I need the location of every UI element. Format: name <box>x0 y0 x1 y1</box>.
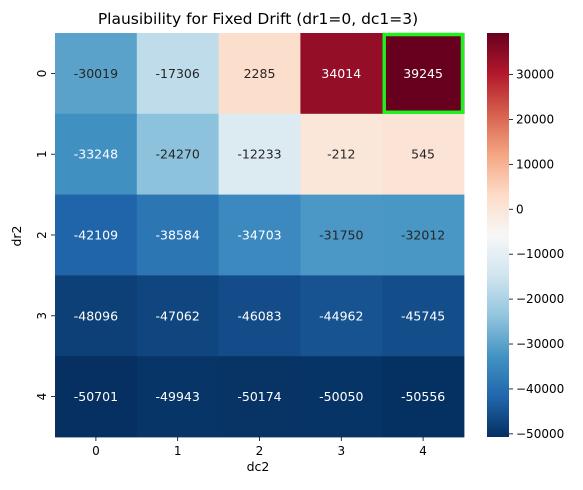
cell-r4-c3 <box>300 356 383 438</box>
cell-label-r2-c4: -32012 <box>401 228 445 243</box>
cell-label-r3-c2: -46083 <box>237 308 281 323</box>
colorbar-tick-2: 10000 <box>516 157 554 171</box>
cell-r2-c3 <box>300 194 383 276</box>
cell-r2-c4 <box>382 194 465 276</box>
y-tick-3: 3 <box>35 312 49 320</box>
cell-label-r0-c0: -30019 <box>74 66 118 81</box>
cell-r2-c0 <box>55 194 138 276</box>
cell-r1-c2 <box>218 113 301 195</box>
cell-label-r1-c3: -212 <box>327 147 355 162</box>
heatmap-cells <box>55 33 465 438</box>
y-tick-1: 1 <box>35 150 49 158</box>
cell-r3-c0 <box>55 275 138 357</box>
cell-r0-c4 <box>382 33 465 115</box>
colorbar <box>487 33 509 437</box>
colorbar-tick-4: −10000 <box>516 247 564 261</box>
cell-label-r3-c3: -44962 <box>319 308 363 323</box>
x-tick-1: 1 <box>174 444 182 458</box>
cell-r4-c0 <box>55 356 138 438</box>
cell-label-r4-c3: -50050 <box>319 389 363 404</box>
y-axis-label: dr2 <box>9 225 24 246</box>
cell-r3-c2 <box>218 275 301 357</box>
x-axis-ticks: 0 1 2 3 4 <box>92 437 427 458</box>
highlight-box <box>382 32 465 115</box>
colorbar-ticks: 30000 20000 10000 0 −10000 −20000 −30000 −40000… <box>509 68 564 441</box>
cell-r4-c2 <box>218 356 301 438</box>
cell-r3-c3 <box>300 275 383 357</box>
cell-label-r2-c2: -34703 <box>237 228 281 243</box>
cell-r1-c1 <box>136 113 219 195</box>
y-tick-0: 0 <box>35 70 49 78</box>
cell-label-r1-c0: -33248 <box>74 147 118 162</box>
cell-r3-c1 <box>136 275 219 357</box>
cell-r2-c2 <box>218 194 301 276</box>
cell-r0-c0 <box>55 33 138 115</box>
cell-label-r3-c0: -48096 <box>74 308 118 323</box>
y-axis-ticks: 0 1 2 3 4 <box>35 70 55 401</box>
x-tick-3: 3 <box>337 444 345 458</box>
cell-label-r4-c2: -50174 <box>237 389 281 404</box>
cell-r4-c4 <box>382 356 465 438</box>
colorbar-tick-1: 20000 <box>516 112 554 126</box>
cell-label-r1-c4: 545 <box>411 147 435 162</box>
x-tick-0: 0 <box>92 444 100 458</box>
cell-value-labels: -30019 -17306 2285 34014 39245 -33248 -24270 -1… <box>74 66 446 404</box>
chart-title: Plausibility for Fixed Drift (dr1=0, dc1… <box>98 10 418 28</box>
colorbar-tick-6: −30000 <box>516 337 564 351</box>
colorbar-tick-5: −20000 <box>516 292 564 306</box>
cell-r0-c2 <box>218 33 301 115</box>
cell-label-r0-c4: 39245 <box>403 66 443 81</box>
y-tick-4: 4 <box>35 393 49 401</box>
cell-label-r2-c0: -42109 <box>74 228 118 243</box>
colorbar-tick-0: 30000 <box>516 68 554 82</box>
colorbar-tick-3: 0 <box>516 202 524 216</box>
cell-label-r4-c0: -50701 <box>74 389 118 404</box>
cell-label-r3-c4: -45745 <box>401 308 445 323</box>
x-tick-4: 4 <box>419 444 427 458</box>
cell-r1-c3 <box>300 113 383 195</box>
cell-label-r2-c1: -38584 <box>156 228 200 243</box>
cell-label-r2-c3: -31750 <box>319 228 363 243</box>
cell-r3-c4 <box>382 275 465 357</box>
cell-label-r4-c4: -50556 <box>401 389 445 404</box>
cell-label-r4-c1: -49943 <box>156 389 200 404</box>
cell-r4-c1 <box>136 356 219 438</box>
cell-r1-c0 <box>55 113 138 195</box>
colorbar-tick-7: −40000 <box>516 382 564 396</box>
x-axis-label: dc2 <box>247 459 270 474</box>
cell-r0-c3 <box>300 33 383 115</box>
cell-r2-c1 <box>136 194 219 276</box>
cell-label-r0-c2: 2285 <box>244 66 276 81</box>
colorbar-tick-8: −50000 <box>516 427 564 441</box>
cell-label-r1-c1: -24270 <box>156 147 200 162</box>
cell-label-r3-c1: -47062 <box>156 308 200 323</box>
cell-r0-c1 <box>136 33 219 115</box>
x-tick-2: 2 <box>256 444 264 458</box>
cell-r1-c4 <box>382 113 465 195</box>
cell-label-r0-c3: 34014 <box>321 66 361 81</box>
cell-label-r1-c2: -12233 <box>237 147 281 162</box>
y-tick-2: 2 <box>35 231 49 239</box>
cell-label-r0-c1: -17306 <box>156 66 200 81</box>
